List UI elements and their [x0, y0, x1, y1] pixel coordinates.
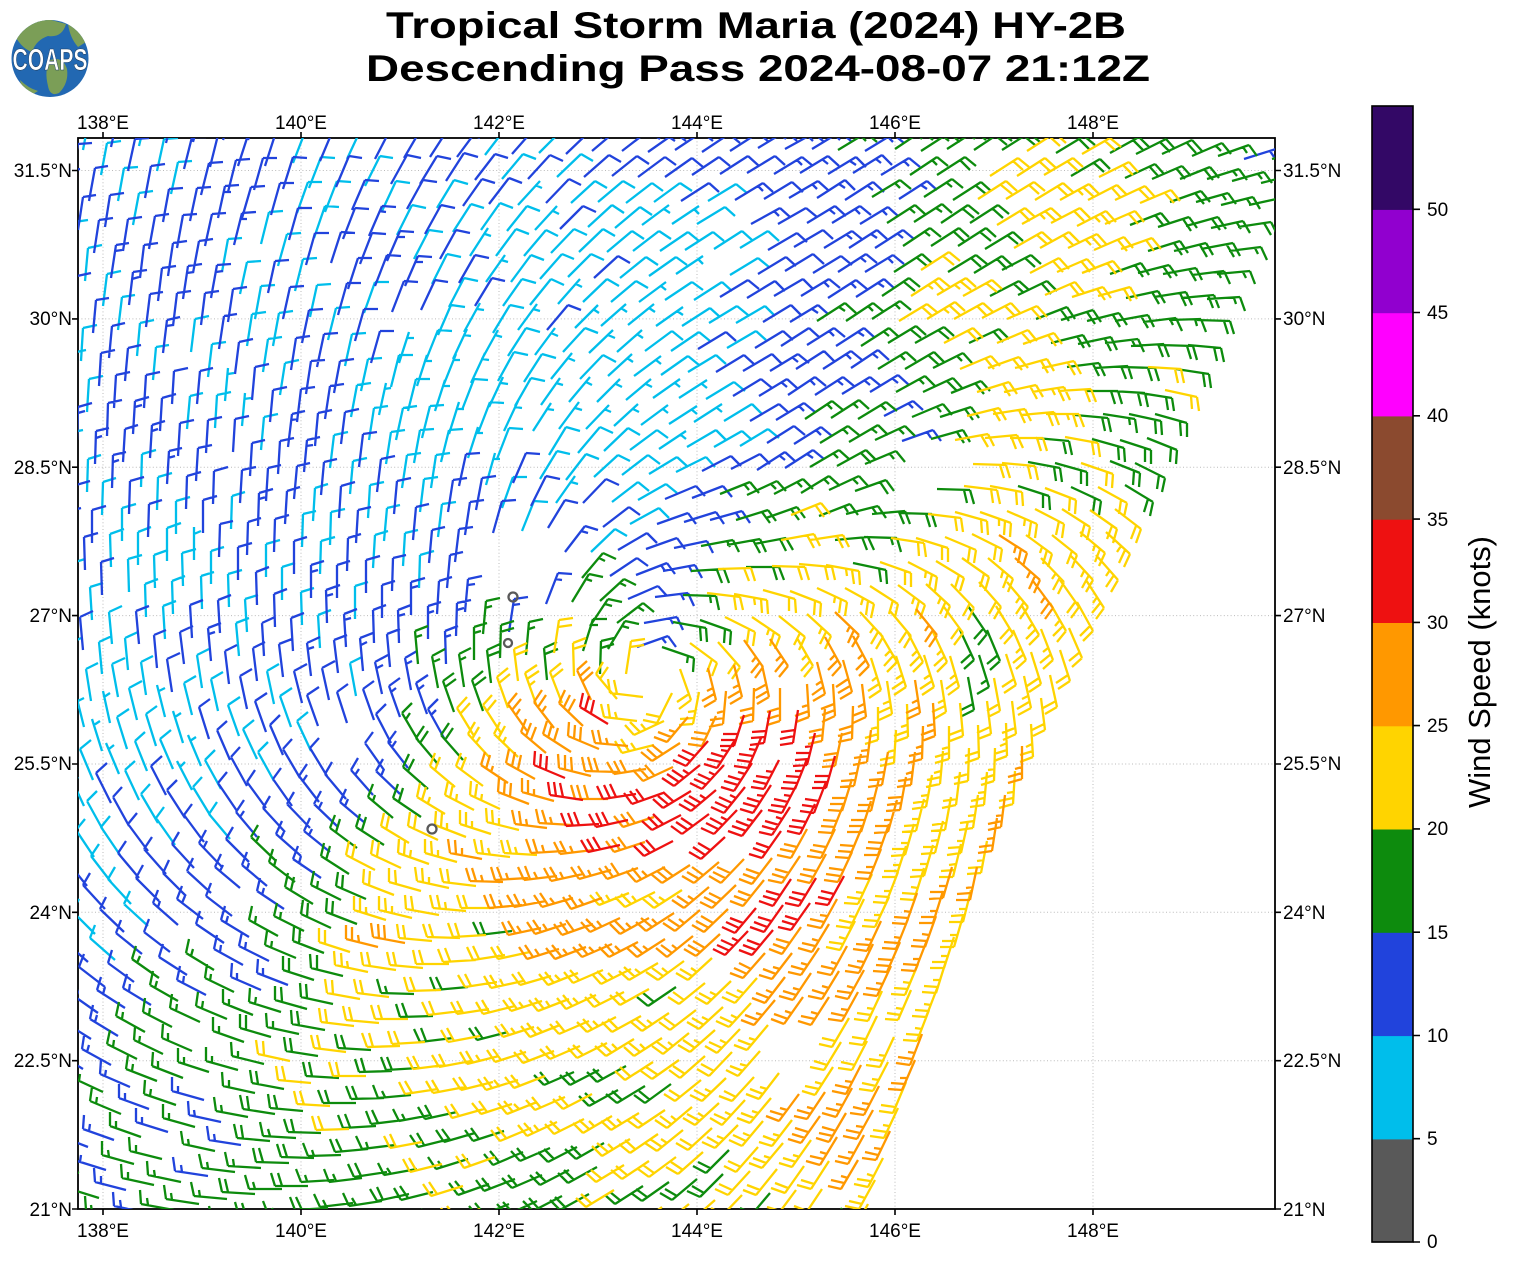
svg-text:31.5°N: 31.5°N — [14, 161, 72, 182]
svg-text:31.5°N: 31.5°N — [1283, 161, 1341, 182]
svg-text:15: 15 — [1427, 923, 1448, 944]
svg-text:50: 50 — [1427, 200, 1448, 221]
svg-text:20: 20 — [1427, 819, 1448, 840]
svg-text:35: 35 — [1427, 510, 1448, 531]
svg-text:25: 25 — [1427, 716, 1448, 737]
svg-text:27°N: 27°N — [30, 606, 72, 627]
svg-text:27°N: 27°N — [1283, 606, 1325, 627]
svg-text:138°E: 138°E — [77, 1221, 129, 1242]
svg-text:30°N: 30°N — [30, 309, 72, 330]
svg-text:45: 45 — [1427, 303, 1448, 324]
svg-text:24°N: 24°N — [30, 903, 72, 924]
svg-text:140°E: 140°E — [275, 113, 327, 134]
svg-text:30: 30 — [1427, 613, 1448, 634]
svg-text:Tropical Storm Maria (2024) HY: Tropical Storm Maria (2024) HY-2B — [386, 5, 1126, 46]
svg-text:25.5°N: 25.5°N — [14, 754, 72, 775]
svg-text:21°N: 21°N — [1283, 1200, 1325, 1221]
svg-text:21°N: 21°N — [30, 1200, 72, 1221]
svg-text:0: 0 — [1427, 1232, 1438, 1253]
svg-text:22.5°N: 22.5°N — [14, 1051, 72, 1072]
svg-text:25.5°N: 25.5°N — [1283, 754, 1341, 775]
svg-text:28.5°N: 28.5°N — [1283, 458, 1341, 479]
svg-text:144°E: 144°E — [671, 1221, 723, 1242]
svg-text:22.5°N: 22.5°N — [1283, 1051, 1341, 1072]
svg-text:140°E: 140°E — [275, 1221, 327, 1242]
svg-text:40: 40 — [1427, 406, 1448, 427]
svg-text:28.5°N: 28.5°N — [14, 458, 72, 479]
svg-text:142°E: 142°E — [473, 1221, 525, 1242]
svg-text:COAPS: COAPS — [13, 42, 88, 77]
svg-text:10: 10 — [1427, 1026, 1448, 1047]
svg-text:24°N: 24°N — [1283, 903, 1325, 924]
svg-text:30°N: 30°N — [1283, 309, 1325, 330]
svg-text:Descending Pass 2024-08-07 21:: Descending Pass 2024-08-07 21:12Z — [366, 48, 1150, 89]
svg-text:5: 5 — [1427, 1129, 1438, 1150]
svg-text:Wind Speed (knots): Wind Speed (knots) — [1462, 536, 1497, 808]
svg-text:144°E: 144°E — [671, 113, 723, 134]
svg-text:138°E: 138°E — [77, 113, 129, 134]
svg-text:148°E: 148°E — [1067, 1221, 1119, 1242]
svg-text:146°E: 146°E — [869, 1221, 921, 1242]
svg-text:146°E: 146°E — [869, 113, 921, 134]
svg-text:142°E: 142°E — [473, 113, 525, 134]
svg-text:148°E: 148°E — [1067, 113, 1119, 134]
